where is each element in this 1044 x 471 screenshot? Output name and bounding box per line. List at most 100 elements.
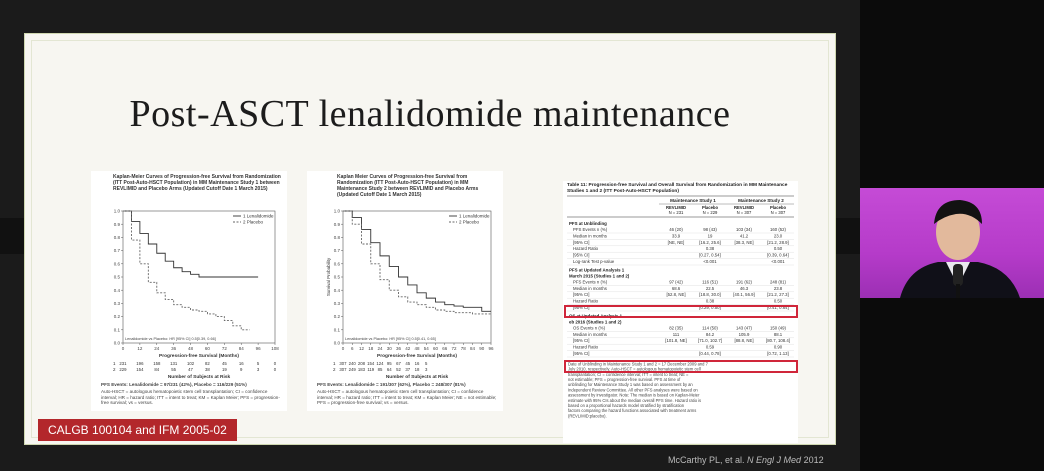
km2-risk-value-1-6: 95 — [387, 361, 392, 366]
km1-ytick-label-8: 0.8 — [114, 235, 121, 240]
km2-xtick-label-8: 48 — [414, 346, 420, 351]
km1-ytick-label-3: 0.3 — [114, 301, 121, 306]
km1-xtick-label-1: 12 — [137, 346, 143, 351]
km2-ytick-label-9: 0.9 — [334, 222, 341, 227]
km1-xtick-label-4: 48 — [188, 346, 194, 351]
table-cell-1-4-3: 0.38 — [706, 246, 715, 251]
table-footnote-line-11: (REVLIMID:placebo). — [568, 413, 607, 418]
km2-risk-value-1-3: 208 — [358, 361, 366, 366]
km1-xtick-label-2: 24 — [154, 346, 160, 351]
km-figure-study1-title: Kaplan-Meier Curves of Progression-free … — [113, 174, 281, 192]
km1-series-line-1 — [123, 210, 259, 278]
table-title: Table 11: Progression-free Survival and … — [567, 183, 795, 195]
table-title-text: Progression-free Survival and Overall Su… — [567, 183, 788, 194]
km1-risk-value-2-9: 3 — [257, 367, 260, 372]
table-cell-1-1-5: 160 (52) — [770, 227, 787, 232]
table-footnote-line-1: Date of Unblinding in Maintenance Study … — [568, 361, 709, 366]
table-cell-1-5-1: [95% CI] — [573, 253, 589, 258]
km2-ytick-label-4: 0.4 — [334, 288, 341, 293]
table-cell-1-1-2: 46 (20) — [669, 227, 683, 232]
km2-risk-value-2-2: 249 — [349, 367, 357, 372]
table-cell-2-2-1: Median in months — [573, 286, 607, 291]
table-footnote-line-8: estimate with 95% CIs about the median o… — [568, 398, 701, 403]
km2-risk-value-2-8: 37 — [405, 367, 410, 372]
table-col-n-2: N = 229 — [703, 210, 718, 215]
km2-risk-value-2-1: 307 — [339, 367, 347, 372]
table-cell-1-1-3: 98 (43) — [703, 227, 717, 232]
table-cell-1-4-1: Hazard Ratio — [573, 246, 599, 251]
km1-risk-value-1-9: 5 — [257, 361, 260, 366]
km1-legend-label-2: 2 Placebo — [243, 220, 264, 225]
km1-risk-value-1-1: 231 — [119, 361, 127, 366]
table-footnote-line-3: transplantation; CI = confidence interva… — [568, 372, 689, 377]
km2-xtick-label-14: 84 — [470, 346, 476, 351]
table-footnote-line-5: unblinding for Maintenance Study 1 was b… — [568, 382, 693, 387]
table-cell-1-6-5: <0.001 — [771, 259, 785, 264]
km-figure-study2-title: Kaplan Meier Curves of Progression-free … — [337, 174, 479, 198]
km1-risk-value-2-7: 19 — [222, 367, 227, 372]
km1-xtick-label-0: 0 — [122, 346, 125, 351]
km1-series-line-2 — [123, 210, 250, 331]
table-cell-3-3-4: [88.8, NE] — [734, 338, 753, 343]
km2-ytick-label-5: 0.5 — [334, 275, 341, 280]
km1-ytick-label-2: 0.2 — [114, 314, 121, 319]
table-col-head-3: REVLIMID — [734, 205, 754, 210]
km2-risk-label: Number of Subjects at Risk — [386, 374, 449, 380]
km1-risk-value-2-3: 84 — [154, 367, 159, 372]
km-chart-study1: 0.00.10.20.30.40.50.60.70.80.91.00 12 24 36… — [113, 209, 279, 380]
km2-xtick-label-13: 78 — [461, 346, 467, 351]
km2-hr-note: Lenalidomide vs Placebo: HR [95% CI] 0.5… — [345, 337, 436, 341]
slide-title: Post-ASCT lenalidomide maintenance — [129, 93, 731, 135]
km2-ytick-label-7: 0.7 — [334, 248, 341, 253]
table-cell-1-2-2: 33.9 — [672, 233, 681, 238]
km2-series-line-1 — [343, 210, 491, 312]
table-cell-3-1-4: 143 (47) — [736, 325, 753, 330]
pfs-os-table: Table 11: Progression-free Survival and … — [563, 181, 798, 443]
table-cell-3-3-3: [71.0, 102.7] — [698, 338, 722, 343]
km2-ytick-label-1: 0.1 — [334, 327, 341, 332]
km1-legend-label-1: 1 Lenalidomide — [243, 214, 274, 219]
table-cell-2-4-5: 0.50 — [774, 299, 783, 304]
table-cell-2-4-1: Hazard Ratio — [573, 299, 599, 304]
km2-risk-value-2-6: 64 — [387, 367, 392, 372]
km1-xtick-label-6: 72 — [222, 346, 228, 351]
table-cell-3-3-2: [101.8, NE] — [665, 338, 687, 343]
km2-risk-value-1-9: 16 — [415, 361, 420, 366]
km1-xlabel: Progression-free Survival (Months) — [159, 353, 239, 359]
highlight-box-os-median — [564, 360, 798, 373]
km2-xtick-label-2: 12 — [359, 346, 365, 351]
km2-xtick-label-5: 30 — [387, 346, 393, 351]
km-study1-events: PFS Events: Lenalidomide = 97/231 (42%),… — [101, 382, 247, 387]
km1-risk-value-2-1: 229 — [119, 367, 127, 372]
km2-xtick-label-16: 96 — [488, 346, 494, 351]
table-cell-1-1-1: PFS Events n (%) — [573, 227, 608, 232]
table-study1-header: Maintenance Study 1 — [670, 198, 716, 203]
km1-ytick-label-5: 0.5 — [114, 275, 121, 280]
km1-xtick-label-5: 60 — [205, 346, 211, 351]
table-col-n-1: N = 231 — [669, 210, 684, 215]
km1-risk-label: Number of Subjects at Risk — [168, 374, 231, 380]
km2-ytick-label-8: 0.8 — [334, 235, 341, 240]
km2-ytick-label-10: 1.0 — [334, 209, 341, 214]
km1-ytick-label-9: 0.9 — [114, 222, 121, 227]
km2-risk-value-1-1: 307 — [339, 361, 347, 366]
km1-risk-value-2-4: 55 — [171, 367, 176, 372]
km1-risk-value-1-10: 0 — [274, 361, 277, 366]
table-cell-1-2-4: 41.2 — [740, 233, 749, 238]
study-caption-badge: CALGB 100104 and IFM 2005-02 — [38, 419, 237, 441]
table-cell-3-2-3: 84.2 — [706, 332, 715, 337]
table-cell-2-2-3: 22.5 — [706, 286, 715, 291]
table-cell-3-2-4: 105.9 — [739, 332, 750, 337]
table-cell-3-5-5: [0.72, 1.13] — [767, 351, 789, 356]
km1-ytick-label-7: 0.7 — [114, 248, 121, 253]
presenter-hair — [934, 200, 982, 224]
km1-risk-value-1-8: 16 — [239, 361, 244, 366]
km2-xlabel: Progression-free Survival (Months) — [377, 353, 457, 359]
km1-risk-value-2-6: 38 — [205, 367, 210, 372]
table-cell-1-5-3: [0.27, 0.54] — [699, 253, 721, 258]
table-section-heading-2-2: March 2015 (Studies 1 and 2) — [569, 273, 630, 278]
km2-xtick-label-3: 18 — [368, 346, 374, 351]
km2-risk-value-1-2: 240 — [349, 361, 357, 366]
km1-xtick-label-7: 84 — [239, 346, 245, 351]
km2-xtick-label-10: 60 — [433, 346, 439, 351]
